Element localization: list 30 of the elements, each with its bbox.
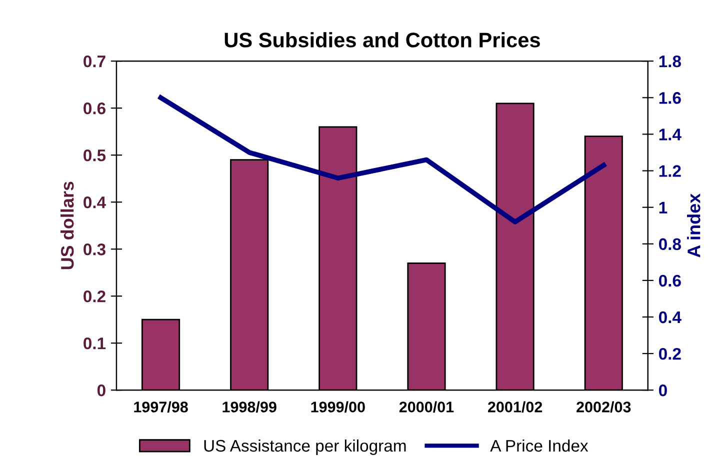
y2-tick-label: 0.4 [658,311,682,324]
x-tick-label: 2001/02 [488,401,542,413]
y-tick-label: 0.4 [84,196,106,208]
y-tick-label: 0.5 [84,150,106,162]
y-axis-title: US dollars [60,182,74,270]
y2-tick-label: 1 [659,202,668,214]
x-tick-label: 1999/00 [311,401,365,413]
x-tick-label: 2000/01 [399,401,454,413]
chart-title: US Subsidies and Cotton Prices [224,32,540,48]
x-tick-label: 2002/03 [576,401,631,413]
y2-tick-label: 0.8 [658,238,681,250]
y2-tick-label: 1.4 [659,128,682,140]
legend-label: US Assistance per kilogram [204,439,406,455]
y2-axis-title: A index [687,193,700,258]
y2-tick-label: 1.8 [659,56,681,68]
y2-tick-label: 1.2 [659,165,681,177]
y-tick-label: 0.2 [84,290,106,302]
y2-tick-label: 0.2 [658,348,681,360]
y2-tick-label: 1.6 [659,92,681,104]
x-tick-label: 1997/98 [134,401,188,413]
y2-tick-label: 0 [658,384,667,396]
y-tick-label: 0.1 [84,338,106,350]
y-tick-label: 0.3 [84,244,106,256]
y-tick-label: 0.7 [84,56,106,68]
y-tick-label: 0.6 [84,102,106,114]
y-tick-label: 0 [97,384,106,396]
x-tick-label: 1998/99 [222,401,276,413]
y2-tick-label: 0.6 [658,274,681,287]
legend-label: A Price Index [490,439,588,452]
line-series [158,95,606,224]
